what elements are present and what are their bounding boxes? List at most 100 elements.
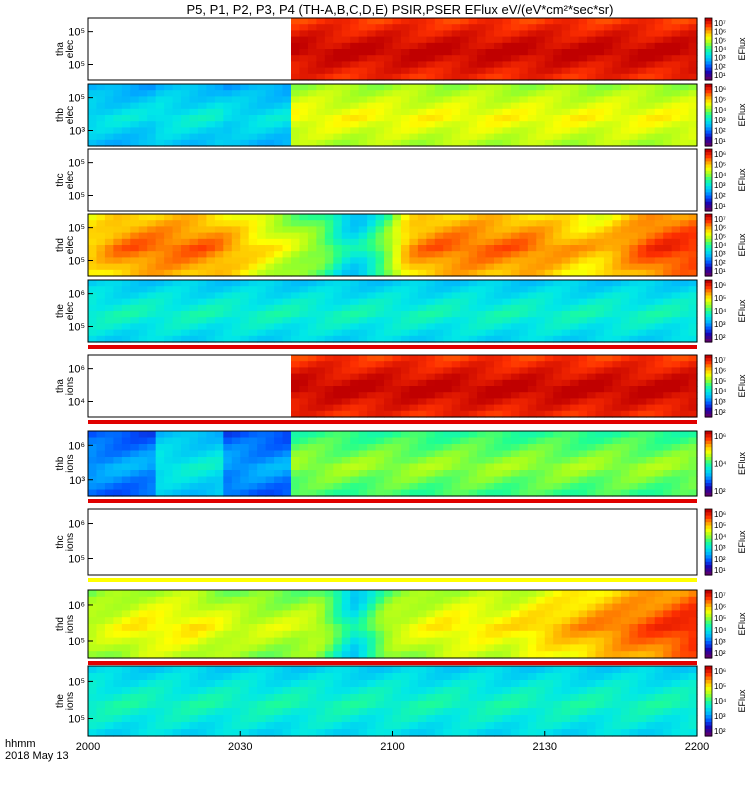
heatmap-cell xyxy=(620,42,630,50)
heatmap-cell xyxy=(324,36,334,44)
heatmap-cell xyxy=(291,257,301,265)
heatmap-cell xyxy=(358,220,368,227)
heatmap-cell xyxy=(620,444,630,452)
heatmap-cell xyxy=(443,30,453,38)
colorbar-segment xyxy=(705,52,712,56)
heatmap-cell xyxy=(620,335,630,343)
heatmap-cell xyxy=(333,220,343,227)
heatmap-cell xyxy=(155,133,165,141)
heatmap-cell xyxy=(629,355,639,362)
heatmap-cell xyxy=(265,238,275,246)
heatmap-cell xyxy=(417,361,427,368)
heatmap-cell xyxy=(367,226,377,234)
heatmap-cell xyxy=(612,437,622,445)
heatmap-cell xyxy=(426,67,436,75)
heatmap-cell xyxy=(181,280,191,287)
heatmap-cell xyxy=(671,108,681,116)
heatmap-cell xyxy=(680,610,690,618)
heatmap-cell xyxy=(460,121,470,128)
colorbar-segment xyxy=(705,593,712,598)
heatmap-cell xyxy=(324,127,334,135)
heatmap-cell xyxy=(612,367,622,375)
colorbar-segment xyxy=(705,139,712,144)
heatmap-cell xyxy=(477,444,487,452)
heatmap-cell xyxy=(502,226,512,234)
heatmap-cell xyxy=(392,269,402,277)
heatmap-cell xyxy=(637,42,647,50)
heatmap-cell xyxy=(155,651,165,659)
heatmap-cell xyxy=(333,398,343,406)
heatmap-cell xyxy=(494,102,504,110)
heatmap-cell xyxy=(646,489,656,497)
colorbar-segment xyxy=(705,111,712,116)
heatmap-cell xyxy=(138,90,148,97)
heatmap-cell xyxy=(417,238,427,246)
heatmap-cell xyxy=(544,335,554,343)
heatmap-cell xyxy=(688,373,698,381)
heatmap-cell xyxy=(147,84,157,91)
heatmap-cell xyxy=(561,232,571,240)
heatmap-cell xyxy=(417,121,427,128)
heatmap-cell xyxy=(384,286,394,293)
heatmap-cell xyxy=(274,596,284,605)
heatmap-cell xyxy=(612,133,622,141)
heatmap-cell xyxy=(88,450,98,458)
heatmap-cell xyxy=(181,245,191,252)
heatmap-cell xyxy=(553,232,563,240)
heatmap-cell xyxy=(409,49,419,56)
heatmap-cell xyxy=(299,245,309,252)
colorbar-segment xyxy=(705,440,712,445)
heatmap-cell xyxy=(113,108,123,116)
heatmap-cell xyxy=(671,489,681,497)
heatmap-cell xyxy=(197,214,208,221)
heatmap-cell xyxy=(603,590,614,598)
heatmap-cell xyxy=(409,431,419,439)
heatmap-cell xyxy=(409,630,419,639)
heatmap-cell xyxy=(443,304,453,312)
heatmap-cell xyxy=(384,637,394,645)
heatmap-cell xyxy=(485,367,495,375)
heatmap-cell xyxy=(240,269,250,277)
heatmap-cell xyxy=(104,476,114,484)
heatmap-cell xyxy=(291,298,301,306)
heatmap-cell xyxy=(88,489,98,497)
heatmap-cell xyxy=(434,361,444,368)
heatmap-cell xyxy=(367,644,377,652)
heatmap-cell xyxy=(291,483,301,491)
heatmap-cell xyxy=(307,269,317,277)
heatmap-cell xyxy=(536,323,546,331)
heatmap-cell xyxy=(147,238,157,246)
heatmap-cell xyxy=(688,214,698,221)
heatmap-cell xyxy=(510,133,520,141)
heatmap-cell xyxy=(587,127,597,135)
heatmap-cell xyxy=(587,121,597,128)
heatmap-cell xyxy=(104,489,114,497)
heatmap-cell xyxy=(172,329,182,337)
heatmap-cell xyxy=(460,596,470,605)
heatmap-cell xyxy=(426,127,436,135)
heatmap-cell xyxy=(257,603,267,611)
heatmap-cell xyxy=(316,444,326,452)
heatmap-cell xyxy=(460,379,470,387)
heatmap-cell xyxy=(104,96,114,104)
heatmap-cell xyxy=(680,457,690,465)
heatmap-cell xyxy=(375,444,385,452)
heatmap-cell xyxy=(350,49,360,56)
heatmap-cell xyxy=(680,286,690,293)
heatmap-cell xyxy=(121,483,131,491)
heatmap-cell xyxy=(155,329,165,337)
heatmap-cell xyxy=(663,84,673,91)
heatmap-cell xyxy=(189,292,199,300)
heatmap-cell xyxy=(477,292,487,300)
heatmap-cell xyxy=(384,437,394,445)
heatmap-cell xyxy=(468,317,478,324)
heatmap-cell xyxy=(519,36,529,44)
heatmap-cell xyxy=(519,637,529,645)
colorbar-segment xyxy=(705,561,712,566)
heatmap-cell xyxy=(223,263,233,271)
heatmap-cell xyxy=(544,386,554,393)
heatmap-cell xyxy=(485,36,495,44)
heatmap-cell xyxy=(434,108,444,116)
heatmap-cell xyxy=(502,361,512,368)
colorbar-segment xyxy=(705,176,712,181)
